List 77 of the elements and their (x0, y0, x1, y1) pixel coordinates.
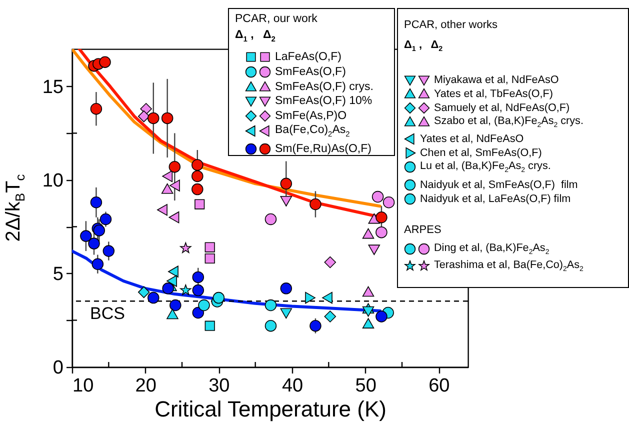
legend-label: SmFeAs(O,F) 10% (275, 95, 372, 108)
point (192, 159, 204, 171)
point (100, 213, 112, 226)
point (372, 190, 384, 203)
point (192, 306, 204, 319)
point (170, 180, 180, 192)
text: Δ$_{1}$ , Δ$_{2}$ (235, 29, 276, 44)
legend-label: Chen et al, SmFeAs(O,F) (420, 147, 542, 159)
point (90, 196, 102, 208)
point (280, 178, 292, 190)
point (88, 238, 100, 250)
legend-label: Lu et al, (Ba,K)Fe$_{2}$As$_{2}$ crys. (420, 160, 551, 174)
legend-label: SmFeAs(O,F) crys. (275, 80, 374, 93)
y-tick-label: 0 (52, 358, 64, 378)
legend-label: Ding et al, (Ba,K)Fe$_{2}$As$_{2}$ (434, 242, 550, 256)
y-tick-label: 15 (42, 76, 64, 98)
point (204, 253, 215, 264)
legend-label: SmFe(As,P)O (275, 110, 347, 122)
point (198, 299, 210, 312)
point (212, 292, 225, 304)
point (305, 292, 316, 304)
point (90, 102, 102, 115)
point (376, 310, 388, 322)
x-tick-label: 10 (72, 376, 94, 396)
point (157, 204, 168, 216)
point (310, 320, 322, 332)
point (168, 211, 180, 224)
x-tick-label: 60 (428, 376, 450, 396)
x-tick-label: 30 (208, 376, 230, 396)
point (80, 230, 92, 242)
point (264, 320, 277, 332)
annotation: ARPES (404, 224, 442, 236)
x-tick-label: 50 (355, 376, 376, 396)
legend-label: LaFeAs(O,F) (275, 51, 342, 63)
point (138, 110, 150, 122)
point (148, 292, 160, 304)
point (192, 271, 204, 284)
point (376, 211, 388, 224)
legend-title: PCAR, our work (235, 13, 318, 25)
point (194, 199, 205, 210)
point (162, 170, 173, 182)
point (162, 282, 174, 294)
legend-label: Miyakawa et al, NdFeAsO (434, 74, 559, 86)
y-tick-label: 5 (52, 264, 64, 285)
legend-label: Ba(Fe,Co)$_{2}$As$_{2}$ (275, 124, 350, 138)
x-tick-label: 40 (282, 376, 304, 396)
x-tick-label: 20 (135, 376, 156, 396)
point (322, 292, 332, 304)
point (376, 226, 388, 238)
point (310, 198, 322, 210)
legend-label: Sm(Fe,Ru)As(O,F) (275, 142, 372, 155)
legend-label: Terashima et al, Ba(Fe,Co)$_{2}$As$_{2}$ (434, 258, 584, 274)
legend-label: Yates et al, NdFeAsO (420, 133, 524, 145)
point (168, 160, 181, 173)
point (170, 299, 182, 312)
legend-label: Naidyuk et al, SmFeAs(O,F) film (420, 179, 578, 191)
point (204, 242, 215, 252)
point (92, 258, 104, 270)
legend-label: Szabo et al, (Ba,K)Fe$_{2}$As$_{2}$ crys. (434, 114, 584, 130)
point (382, 196, 395, 208)
y-tick-label: 10 (42, 170, 64, 192)
point (192, 284, 204, 296)
point (99, 56, 111, 68)
legend-label: SmFeAs(O,F) (275, 66, 346, 78)
ref-line-label: BCS (90, 304, 125, 324)
annotation: Δ$_{1}$ , Δ$_{2}$ (404, 39, 443, 54)
point (148, 112, 160, 124)
x-axis-title: Critical Temperature (K) (154, 396, 386, 422)
point (161, 112, 174, 124)
point (192, 183, 204, 196)
point (192, 170, 204, 182)
legend-label: Yates et al, TbFeAs(O,F) (434, 88, 554, 100)
legend-label: Samuely et al, NdFeAs(O,F) (434, 102, 570, 114)
point (280, 282, 292, 294)
point (102, 245, 115, 257)
text: PCAR, other works (404, 19, 498, 31)
legend-label: Naidyuk et al, LaFeAs(O,F) film (420, 193, 571, 205)
